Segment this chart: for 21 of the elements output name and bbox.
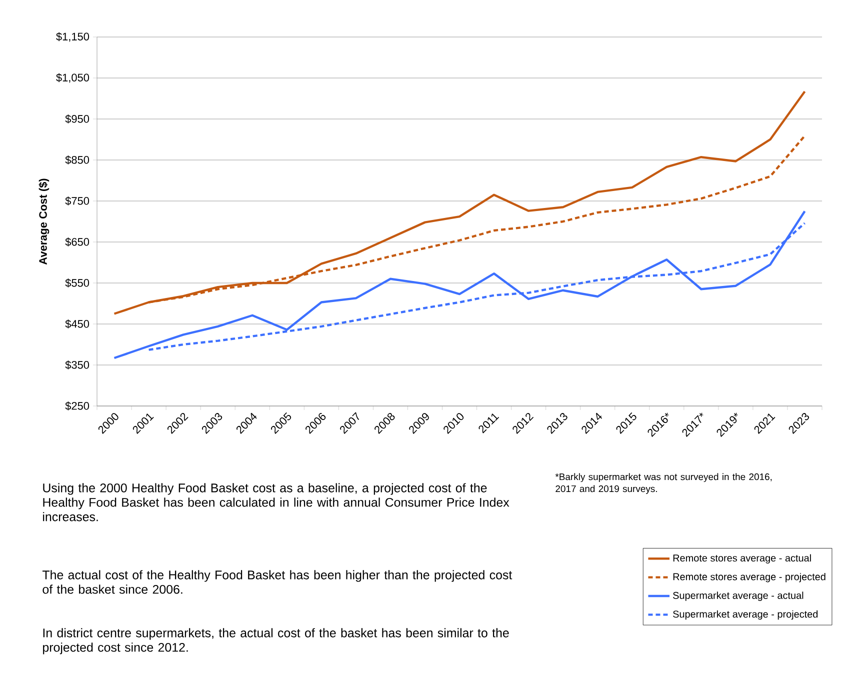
y-tick-label: $1,150 xyxy=(56,32,90,42)
text: Using the 2000 Healthy Food Basket cost as a baseline, a projected cost of the Healthy Food Basket has been calculated in line with annual Consumer Price Index increases. xyxy=(43,483,510,522)
y-tick-label: $1,050 xyxy=(56,73,90,83)
legend-label: Remote stores average - actual xyxy=(673,554,811,564)
text: The actual cost of the Healthy Food Basket has been higher than the projected cost of the basket since 2006. xyxy=(42,570,512,594)
text: In district centre supermarkets, the actual cost of the basket has been similar to the projected cost since 2012. xyxy=(43,628,509,654)
line-series xyxy=(113,90,806,315)
y-axis-title: Average Cost ($) xyxy=(38,178,50,265)
y-tick-label: $450 xyxy=(65,320,90,328)
y-tick-label: $650 xyxy=(65,238,90,246)
y-tick-label: $350 xyxy=(65,360,90,370)
y-tick-label: $550 xyxy=(65,278,90,288)
line-series xyxy=(113,210,806,360)
y-tick-label: $750 xyxy=(65,196,90,206)
legend-label: Supermarket average - actual xyxy=(673,592,804,601)
y-tick-label: $950 xyxy=(65,114,90,124)
legend-label: Remote stores average - projected xyxy=(673,572,826,582)
legend-label: Supermarket average - projected xyxy=(673,610,818,620)
y-tick-label: $250 xyxy=(65,402,90,410)
text: *Barkly supermarket was not surveyed in the 2016, 2017 and 2019 surveys. xyxy=(555,473,772,494)
y-tick-label: $850 xyxy=(65,156,90,164)
